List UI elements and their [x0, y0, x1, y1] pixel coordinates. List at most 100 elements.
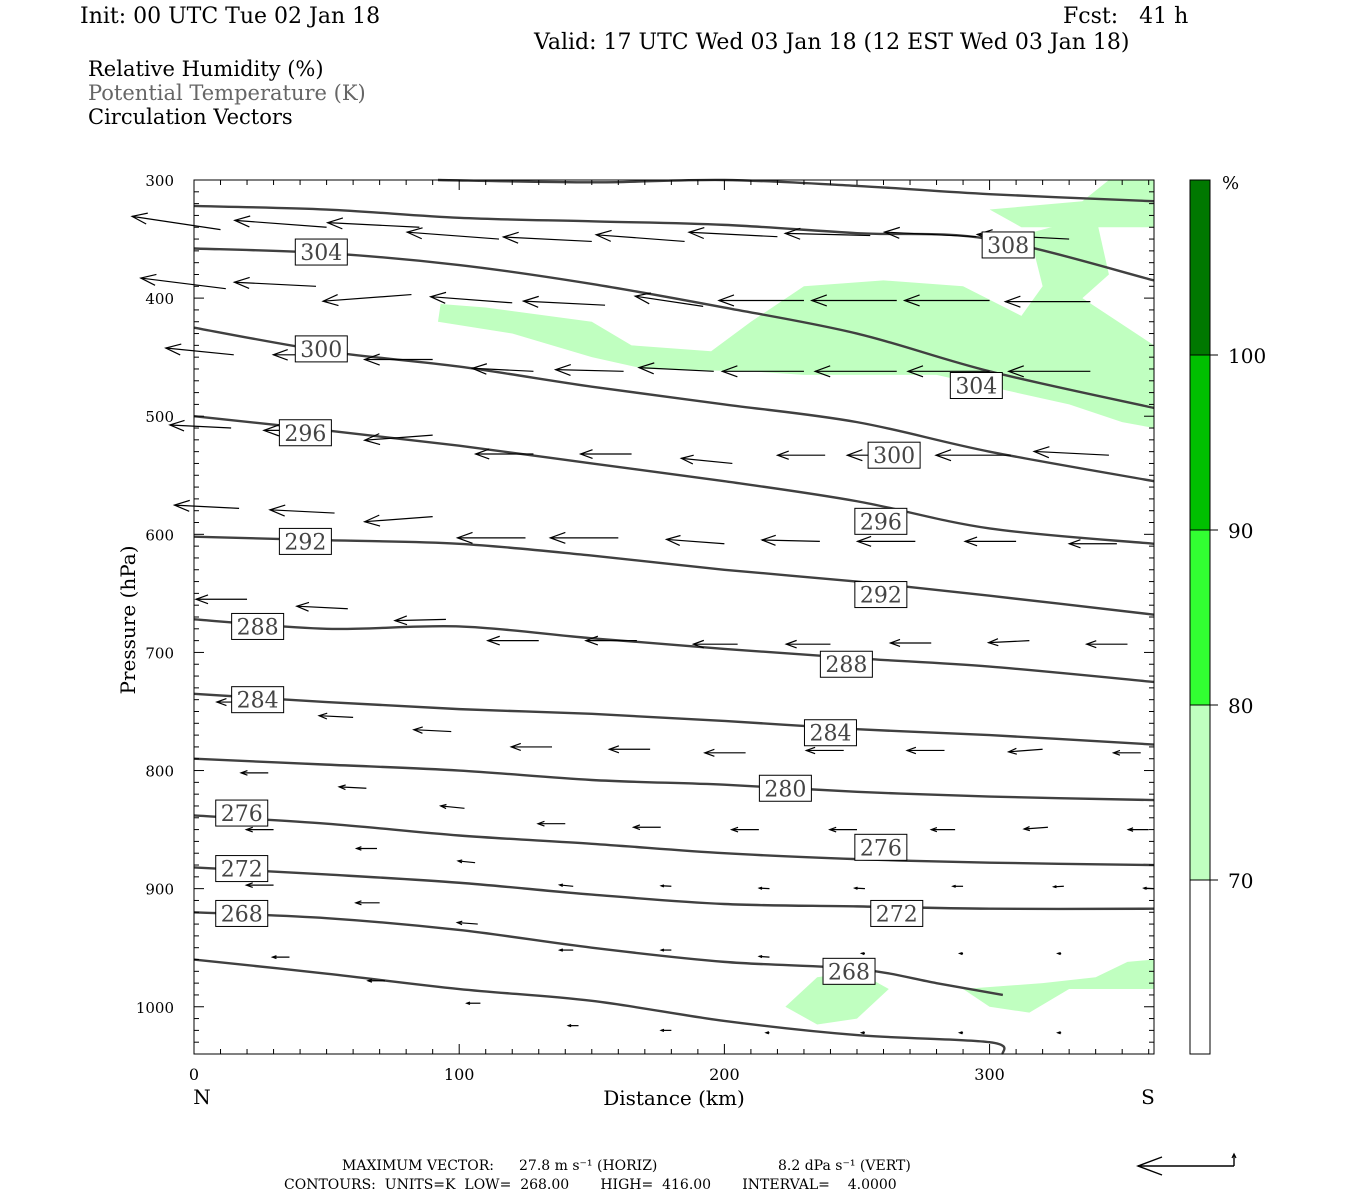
y-axis-title: Pressure (hPa): [116, 546, 140, 695]
vector-73: [536, 820, 566, 827]
vector-54: [584, 635, 637, 646]
vector-94: [366, 978, 385, 983]
contour-label-12: 296: [854, 507, 908, 535]
vector-85: [455, 920, 478, 926]
contour-label-7: 272: [215, 855, 269, 883]
x-tick-label-300: 300: [974, 1065, 1005, 1084]
forecast-hour: Fcst: 41 h: [1063, 4, 1189, 29]
vector-90: [951, 884, 964, 888]
vector-107: [1056, 1031, 1062, 1035]
vector-83: [244, 882, 274, 889]
vector-53: [486, 635, 539, 646]
svg-text:280: 280: [764, 777, 806, 802]
colorbar-segment-3: [1189, 354, 1211, 531]
vector-32: [362, 433, 433, 446]
vector-3: [405, 227, 500, 240]
vector-40: [172, 499, 240, 512]
legend-potential-temperature: Potential Temperature (K): [88, 81, 366, 105]
contour-label-4: 288: [231, 612, 285, 640]
colorbar-segment-2: [1189, 529, 1211, 706]
contour-labels: 304 300 296 292 288 284 276 272 268 308 304 300 296 2…: [215, 231, 1035, 985]
init-time: Init: 00 UTC Tue 02 Jan 18: [80, 4, 381, 29]
contour-label-1: 300: [294, 335, 348, 363]
vector-69: [1111, 749, 1141, 756]
theta-contour-288-6: [193, 618, 1155, 684]
vector-17: [810, 294, 897, 307]
vector-64: [607, 745, 651, 754]
vector-58: [986, 638, 1030, 647]
vector-62: [412, 726, 452, 734]
contour-label-13: 292: [854, 581, 908, 609]
vector-76: [828, 826, 857, 833]
vector-81: [354, 846, 377, 851]
vector-14: [521, 295, 606, 308]
theta-contour-268-0: [193, 958, 1006, 1055]
vector-27: [813, 365, 897, 378]
vector-63: [509, 742, 553, 751]
theta-contour-268-1: [193, 911, 1004, 997]
vector-102: [566, 1024, 579, 1028]
svg-text:300: 300: [873, 444, 915, 469]
max-vector-label: MAXIMUM VECTOR:: [342, 1158, 494, 1174]
vector-13: [428, 291, 513, 304]
y-tick-label-400: 400: [145, 290, 174, 308]
vector-66: [804, 746, 844, 755]
x-tick-label-0: 0: [189, 1065, 199, 1084]
colorbar-label-90: 90: [1228, 519, 1253, 543]
humidity-region-0: [989, 180, 1154, 228]
colorbar-label-100: 100: [1228, 344, 1266, 368]
theta-contour-272-2: [193, 866, 1155, 911]
vector-68: [1006, 747, 1043, 755]
colorbar-label-80: 80: [1228, 694, 1253, 718]
legend-relative-humidity: Relative Humidity (%): [88, 57, 324, 81]
vector-65: [703, 748, 746, 757]
y-tick-label-900: 900: [145, 881, 174, 899]
colorbar-segment-0: [1189, 879, 1211, 1055]
svg-text:272: 272: [876, 902, 918, 927]
y-tick-label-800: 800: [145, 763, 174, 781]
max-vector-horiz: 27.8 m s⁻¹ (HORIZ): [519, 1158, 658, 1174]
vector-97: [659, 948, 672, 952]
circulation-vectors: [130, 212, 1155, 1035]
svg-text:288: 288: [825, 653, 867, 678]
vector-18: [902, 294, 990, 307]
vector-93: [270, 955, 290, 960]
vector-36: [775, 450, 826, 460]
vector-52: [393, 615, 446, 626]
vector-95: [465, 1001, 481, 1005]
vector-86: [557, 883, 574, 887]
vector-35: [679, 454, 733, 465]
contour-label-16: 280: [758, 774, 812, 802]
svg-text:284: 284: [237, 689, 279, 714]
x-tick-label-200: 200: [709, 1065, 740, 1084]
vector-70: [239, 770, 269, 776]
contour-label-6: 276: [215, 799, 269, 827]
vector-103: [659, 1028, 672, 1032]
vector-34: [578, 449, 632, 459]
vector-16: [717, 294, 804, 307]
valid-time: Valid: 17 UTC Wed 03 Jan 18 (12 EST Wed …: [534, 30, 1130, 55]
contour-label-11: 300: [867, 441, 921, 469]
contour-label-19: 268: [822, 957, 876, 985]
reference-vector-icon: [1136, 1152, 1237, 1176]
vector-26: [720, 365, 804, 378]
vector-12: [321, 293, 412, 307]
vector-25: [637, 362, 714, 375]
vector-104: [764, 1031, 770, 1035]
vector-96: [557, 948, 574, 952]
y-tick-label-600: 600: [145, 526, 174, 544]
legend-circulation-vectors: Circulation Vectors: [88, 105, 293, 129]
theta-contour-284-5: [193, 692, 1155, 746]
svg-text:292: 292: [284, 530, 326, 555]
theta-contour-312-12: [437, 178, 1155, 203]
vector-7: [783, 227, 871, 240]
svg-text:296: 296: [284, 422, 326, 447]
contour-label-14: 288: [819, 650, 873, 678]
vector-19: [1003, 295, 1091, 308]
vector-59: [1084, 640, 1128, 649]
humidity-region-3: [963, 959, 1154, 1013]
theta-contour-276-3: [193, 814, 1155, 867]
vector-71: [337, 784, 367, 791]
svg-text:272: 272: [221, 858, 263, 883]
svg-text:304: 304: [955, 375, 997, 400]
